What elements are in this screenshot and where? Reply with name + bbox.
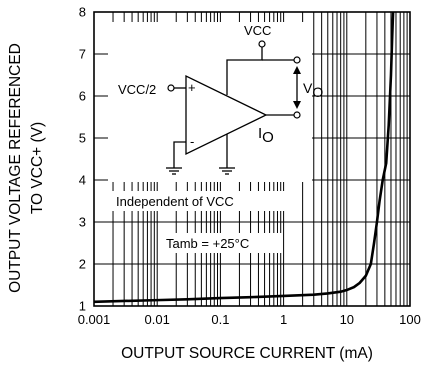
x-tick-label: 10 — [340, 312, 354, 327]
x-tick-label: 0.1 — [211, 312, 229, 327]
y-axis-title-line-2: TO VCC+ (V) — [29, 122, 46, 214]
x-tick-label: 0.001 — [78, 312, 111, 327]
vcc-wire — [226, 47, 263, 95]
vo-arrow-icon — [293, 66, 301, 109]
vo-label: VO — [303, 80, 323, 100]
inset-panel — [108, 22, 312, 182]
y-tick-label: 2 — [79, 257, 86, 272]
ground-icon — [219, 167, 235, 175]
x-axis-title: OUTPUT SOURCE CURRENT (mA) — [121, 345, 373, 362]
series-line — [93, 11, 395, 304]
plot-frame — [93, 11, 411, 307]
vcc-label: VCC — [244, 23, 271, 38]
x-tick-label: 1 — [280, 312, 287, 327]
opamp-triangle — [185, 74, 268, 156]
opamp-schematic: + - VCC/2 VCC VO IO — [118, 23, 323, 175]
vcc-half-label: VCC/2 — [118, 82, 156, 97]
tamb-panel — [160, 233, 282, 253]
minus-sign: - — [190, 134, 194, 149]
plus-sign: + — [188, 80, 196, 95]
y-axis-title-line-1: OUTPUT VOLTAGE REFERENCED — [7, 43, 24, 293]
independent-note: Independent of VCC — [116, 194, 234, 209]
output-terminal — [293, 111, 301, 119]
y-tick-label: 8 — [79, 5, 86, 20]
tamb-note: Tamb = +25°C — [166, 236, 249, 251]
y-tick-label: 6 — [79, 89, 86, 104]
y-tick-label: 3 — [79, 215, 86, 230]
y-tick-label: 5 — [79, 131, 86, 146]
vcc-out-terminal — [293, 56, 301, 64]
tick-labels: 0.001 0.01 0.1 1 10 100 1 2 3 4 5 6 7 8 — [78, 5, 421, 328]
independent-panel — [110, 191, 290, 211]
input-minus-wire — [173, 141, 186, 168]
input-terminal — [167, 84, 175, 92]
io-label: IO — [258, 125, 274, 146]
vcc-terminal — [258, 40, 266, 48]
x-tick-label: 0.01 — [145, 312, 170, 327]
y-tick-label: 7 — [79, 47, 86, 62]
y-tick-label: 4 — [79, 173, 86, 188]
y-tick-label: 1 — [79, 299, 86, 314]
x-tick-label: 100 — [399, 312, 421, 327]
ground-icon — [166, 167, 182, 175]
